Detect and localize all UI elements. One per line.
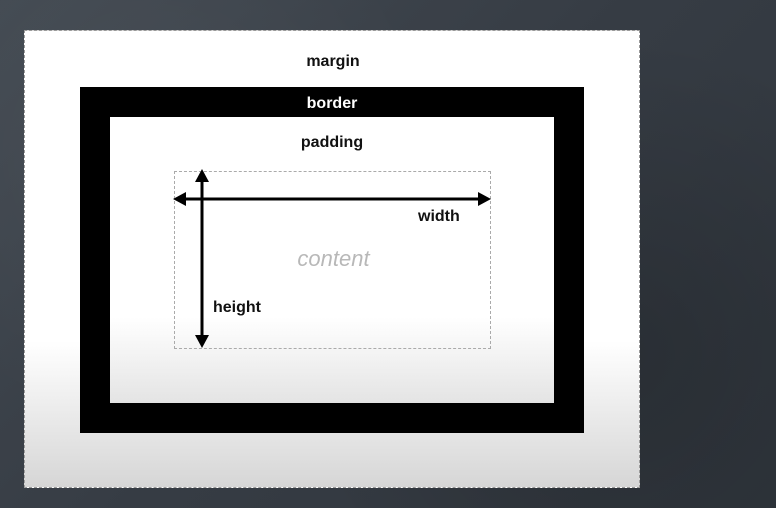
height-label: height (213, 299, 261, 316)
content-box: content width height (174, 171, 491, 349)
padding-box: padding content width height (110, 117, 554, 403)
border-label: border (306, 95, 358, 112)
content-label: content (297, 246, 370, 271)
margin-box: margin border padding content width heig… (24, 30, 640, 488)
width-label: width (418, 208, 460, 225)
border-box: border padding content width height (80, 87, 584, 433)
margin-label: margin (306, 53, 360, 70)
padding-label: padding (300, 134, 364, 151)
